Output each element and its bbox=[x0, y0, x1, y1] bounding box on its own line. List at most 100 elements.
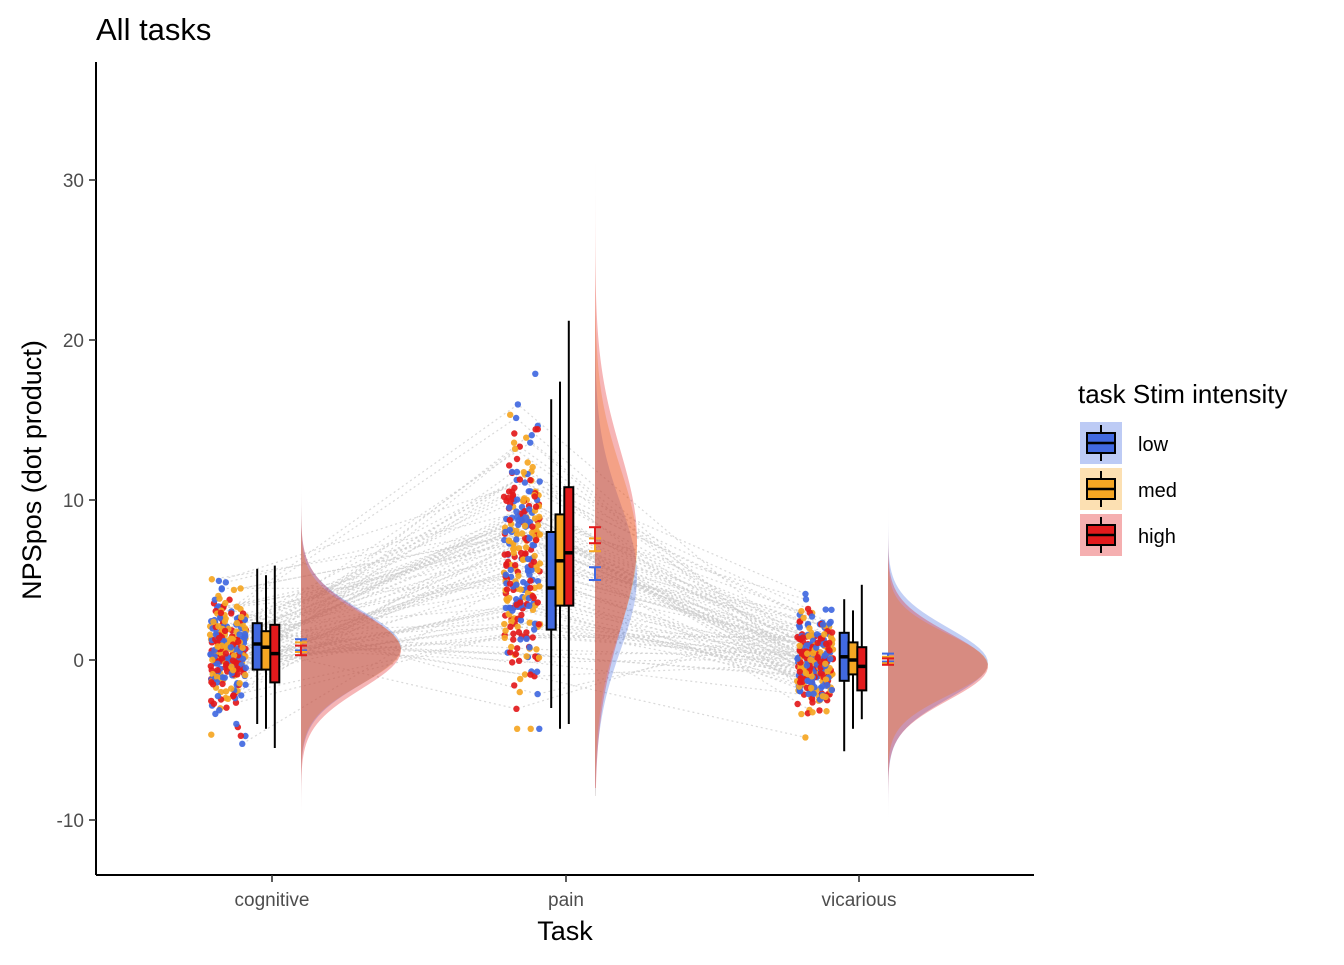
data-point bbox=[826, 620, 833, 627]
data-point bbox=[230, 586, 238, 594]
data-point bbox=[802, 669, 810, 677]
data-point bbox=[501, 634, 508, 642]
paired-line bbox=[210, 580, 828, 677]
data-point bbox=[217, 609, 225, 617]
data-point bbox=[219, 655, 226, 662]
data-point bbox=[535, 513, 543, 521]
y-tick-label: 30 bbox=[63, 171, 84, 192]
data-point bbox=[219, 680, 226, 688]
data-point bbox=[536, 478, 543, 485]
data-point bbox=[531, 493, 538, 500]
data-point bbox=[518, 611, 525, 619]
data-point bbox=[210, 618, 217, 626]
data-point bbox=[215, 634, 223, 642]
paired-line bbox=[215, 561, 815, 676]
data-point bbox=[503, 561, 510, 568]
data-point bbox=[510, 549, 517, 557]
data-point bbox=[504, 550, 512, 558]
data-point bbox=[207, 651, 214, 658]
data-point bbox=[808, 613, 816, 620]
data-point bbox=[527, 476, 534, 484]
data-point bbox=[809, 650, 817, 657]
data-point bbox=[798, 607, 805, 615]
data-point bbox=[802, 590, 809, 598]
paired-line bbox=[236, 633, 807, 664]
data-point bbox=[506, 516, 514, 524]
data-point bbox=[209, 681, 217, 688]
data-point bbox=[227, 635, 235, 642]
data-point bbox=[513, 496, 521, 503]
density-curve bbox=[301, 484, 401, 812]
density-curve bbox=[888, 508, 988, 836]
box-body bbox=[545, 531, 557, 631]
paired-line bbox=[215, 516, 807, 664]
data-point bbox=[235, 638, 242, 645]
data-point bbox=[227, 663, 235, 670]
data-point bbox=[828, 606, 835, 613]
data-point bbox=[512, 650, 520, 658]
legend: task Stim intensity low med high bbox=[1078, 379, 1288, 556]
data-point bbox=[208, 731, 215, 738]
data-point bbox=[214, 660, 221, 667]
data-point bbox=[519, 530, 526, 537]
data-point bbox=[531, 552, 538, 560]
data-point bbox=[504, 597, 511, 604]
data-point bbox=[228, 610, 235, 617]
paired-line bbox=[218, 572, 833, 660]
paired-line bbox=[210, 607, 829, 682]
data-point bbox=[819, 692, 827, 700]
data-point bbox=[524, 459, 531, 466]
data-point bbox=[520, 578, 527, 586]
data-point bbox=[526, 602, 533, 610]
data-point bbox=[222, 650, 230, 657]
data-point bbox=[524, 555, 532, 563]
data-point bbox=[230, 692, 237, 699]
data-point bbox=[511, 682, 518, 689]
data-point bbox=[238, 692, 245, 699]
paired-line bbox=[220, 620, 801, 710]
paired-line bbox=[210, 473, 806, 656]
data-point bbox=[216, 614, 224, 621]
data-point bbox=[513, 455, 521, 463]
y-tick-label: 20 bbox=[63, 331, 84, 352]
data-point bbox=[513, 468, 521, 476]
data-point bbox=[809, 709, 816, 716]
data-point bbox=[525, 488, 532, 495]
data-point bbox=[224, 695, 232, 703]
data-point bbox=[522, 514, 530, 521]
data-point bbox=[796, 642, 803, 650]
data-point bbox=[803, 642, 811, 649]
data-point bbox=[510, 636, 517, 643]
data-point bbox=[798, 710, 805, 718]
data-point bbox=[534, 599, 541, 606]
data-point bbox=[534, 566, 541, 574]
data-point bbox=[828, 686, 836, 694]
data-point bbox=[530, 558, 538, 565]
jitter-points-layer bbox=[206, 370, 837, 748]
data-point bbox=[529, 592, 536, 600]
data-point bbox=[533, 646, 540, 653]
data-point bbox=[800, 614, 807, 622]
data-point bbox=[802, 734, 809, 741]
data-point bbox=[805, 690, 812, 698]
x-axis-label: Task bbox=[537, 916, 593, 946]
data-point bbox=[221, 627, 229, 635]
data-point bbox=[214, 643, 221, 650]
data-point bbox=[209, 656, 216, 664]
data-point bbox=[532, 370, 539, 378]
data-point bbox=[511, 430, 518, 437]
data-point bbox=[511, 544, 518, 552]
data-point bbox=[516, 688, 523, 696]
data-point bbox=[227, 685, 235, 692]
data-point bbox=[511, 561, 519, 569]
data-point bbox=[516, 476, 524, 483]
paired-line bbox=[217, 557, 829, 635]
data-point bbox=[533, 668, 541, 675]
data-point bbox=[514, 401, 522, 408]
mean-ci-layer bbox=[295, 526, 894, 666]
data-point bbox=[501, 620, 508, 628]
density-layer bbox=[301, 108, 988, 836]
y-axis-label: NPSpos (dot product) bbox=[17, 340, 47, 600]
data-point bbox=[508, 618, 515, 626]
x-tick-label: cognitive bbox=[235, 890, 310, 911]
